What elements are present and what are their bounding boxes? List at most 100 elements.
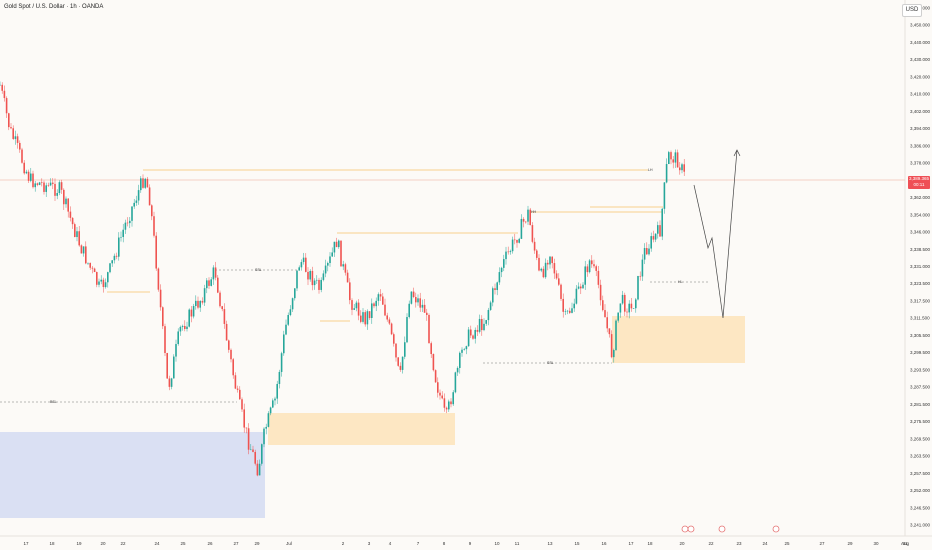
candle-body: [217, 277, 219, 293]
candle-body: [78, 231, 80, 246]
candle-body: [388, 319, 391, 324]
candle-body: [199, 300, 201, 308]
candle-body: [439, 392, 441, 396]
candle-body: [239, 389, 241, 400]
candle-body: [250, 449, 252, 451]
candle-body: [327, 263, 329, 266]
candle-body: [115, 255, 118, 257]
candle-body: [124, 222, 127, 230]
candle-body: [632, 308, 635, 309]
time-tick-label: 31: [902, 541, 908, 546]
candle-body: [637, 275, 639, 300]
liquidity-zone[interactable]: [0, 432, 265, 518]
currency-button[interactable]: USD: [902, 4, 922, 17]
candle-body: [14, 136, 17, 139]
candle-body: [538, 257, 540, 271]
candle-body: [384, 304, 386, 316]
candle-body: [131, 206, 133, 221]
candle-body: [283, 334, 285, 354]
candle-body: [489, 302, 492, 310]
candle-body: [683, 164, 685, 172]
candle-body: [423, 304, 426, 313]
price-scale[interactable]: 3,241.000 3,246.500 3,252.000 3,257.500 3,26…: [910, 6, 931, 528]
price-tick-label: 3,354.000: [910, 212, 931, 217]
price-tick-label: 3,257.500: [910, 471, 931, 476]
time-tick-label: 7: [417, 541, 420, 546]
candle-body: [586, 266, 589, 273]
demand-zone-upper[interactable]: [612, 316, 745, 363]
candle-body: [494, 288, 496, 291]
candle-body: [549, 256, 551, 265]
price-tick-label: 3,293.500: [910, 367, 931, 372]
candle-body: [558, 278, 560, 285]
candle-body: [353, 308, 355, 310]
candle-body: [463, 349, 465, 350]
candle-body: [419, 298, 421, 308]
candle-body: [153, 216, 155, 236]
candle-body: [630, 303, 633, 309]
candle-body: [646, 248, 648, 255]
candle-body: [393, 334, 395, 344]
candle-body: [148, 187, 151, 206]
event-flag-icon[interactable]: [772, 525, 780, 533]
candle-body: [151, 205, 153, 217]
candle-body: [373, 303, 375, 307]
time-tick-label: 26: [207, 541, 213, 546]
candle-body: [639, 275, 641, 277]
candle-body: [63, 189, 65, 205]
price-tick-label: 3,362.000: [910, 195, 931, 200]
candle-body: [96, 272, 98, 285]
candle-body: [608, 328, 611, 335]
candle-body: [142, 178, 144, 188]
candle-body: [595, 266, 597, 271]
candle-body: [54, 183, 56, 196]
demand-zone-lower[interactable]: [268, 413, 455, 445]
current-price-tag: 3,389.365 00:11: [908, 176, 930, 189]
price-tick-label: 3,281.500: [910, 402, 931, 407]
candle-body: [302, 257, 305, 263]
price-tick-label: 3,450.000: [910, 23, 931, 28]
candle-body: [661, 208, 663, 237]
projection-path[interactable]: [693, 149, 738, 319]
time-tick-label: 9: [469, 541, 472, 546]
candle-body: [85, 246, 87, 264]
candle-body: [401, 356, 404, 370]
candle-body: [236, 388, 239, 390]
price-tick-label: 3,378.000: [910, 161, 931, 166]
price-tick-label: 3,346.000: [910, 230, 931, 235]
candle-body: [430, 343, 432, 355]
candle-body: [280, 353, 283, 372]
candle-body: [456, 367, 459, 373]
candle-body: [316, 279, 318, 281]
candle-body: [485, 320, 487, 324]
candle-body: [441, 395, 443, 399]
event-flag-icon[interactable]: [687, 525, 695, 533]
candle-body: [668, 152, 670, 165]
candle-body: [525, 221, 527, 223]
event-flag-icon[interactable]: [718, 525, 726, 533]
candle-body: [443, 398, 446, 408]
candle-body: [120, 236, 122, 238]
candle-body: [52, 182, 54, 184]
event-flag-icon[interactable]: [681, 525, 689, 533]
candle-body: [520, 218, 523, 239]
candle-body: [573, 303, 575, 309]
candle-body: [465, 346, 468, 350]
economic-events[interactable]: [681, 525, 780, 533]
candle-body: [654, 233, 657, 240]
candle-body: [38, 182, 41, 185]
candle-body: [175, 344, 177, 357]
candle-body: [221, 306, 223, 310]
candle-body: [351, 300, 353, 310]
candle-body: [467, 329, 470, 347]
time-scale[interactable]: 17 18 19 20 22 24 25 26 27 29 Jul 2 3 4 7 8 9 10 11 13 15 16 1…: [23, 541, 909, 546]
candle-body: [307, 271, 309, 280]
candle-body: [166, 353, 168, 379]
candle-body: [452, 392, 454, 405]
candle-body: [503, 259, 505, 268]
time-tick-label: Aug: [901, 541, 910, 546]
candle-body: [448, 401, 450, 410]
candle-body: [305, 257, 307, 272]
candle-body: [555, 273, 558, 279]
